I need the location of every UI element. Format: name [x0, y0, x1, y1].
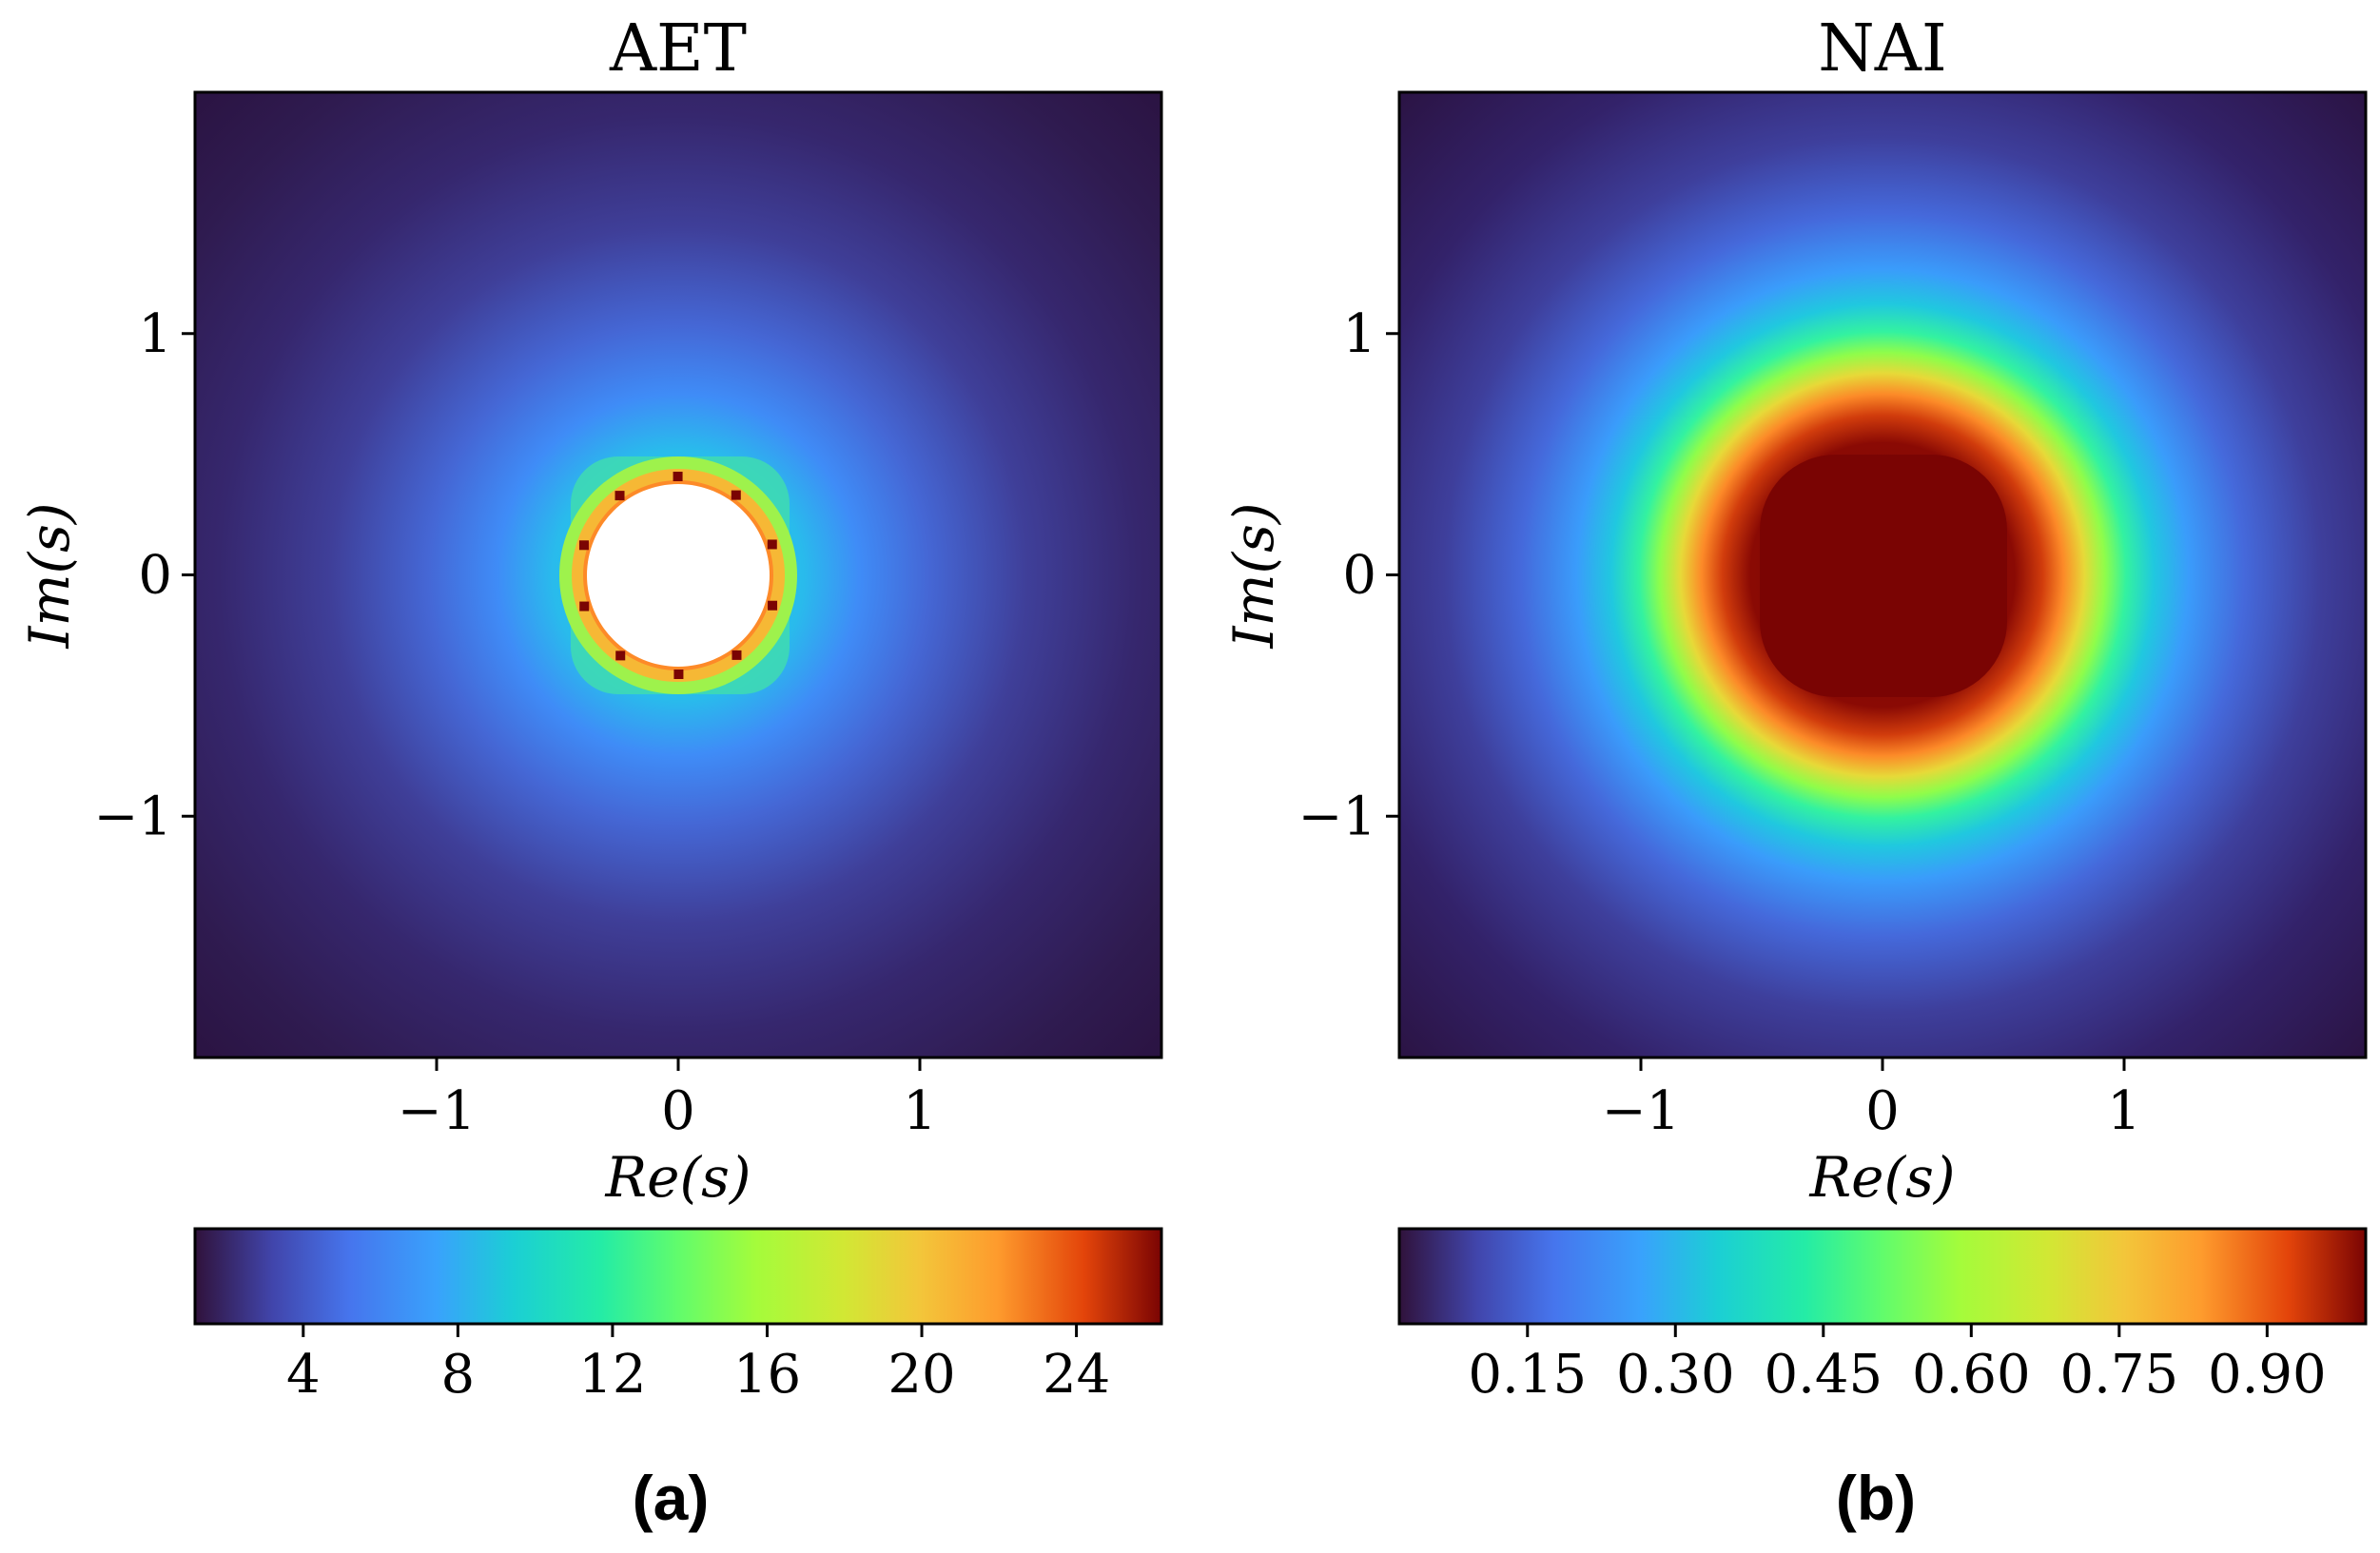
- x-tick-label-aet: 0: [661, 1080, 695, 1142]
- aet-center-hole: [587, 484, 770, 667]
- colorbar-tick-label-nai: 0.90: [2208, 1344, 2327, 1406]
- colorbar-tick-label-nai: 0.30: [1616, 1344, 1735, 1406]
- chart-title-aet: AET: [609, 11, 747, 87]
- colorbar-tick-label-aet: 20: [888, 1344, 955, 1406]
- y-axis-label-aet: Im(s): [17, 503, 82, 650]
- aet-ring-speckle: [579, 601, 590, 611]
- colorbar-nai-gradient: [1399, 1229, 2366, 1324]
- colorbar-nai: 0.15 0.30 0.45 0.60 0.75 0.90: [1397, 1227, 2368, 1406]
- aet-ring-speckle: [578, 540, 589, 551]
- colorbar-tick-label-nai: 0.15: [1468, 1344, 1587, 1406]
- aet-ring-speckle: [732, 650, 742, 660]
- chart-title-nai: NAI: [1818, 11, 1946, 87]
- colorbar-tick-label-aet: 24: [1043, 1344, 1110, 1406]
- axis-ticks-aet: −1 0 1 1 0 −1: [93, 303, 936, 1142]
- aet-ring: [559, 456, 797, 694]
- heatmap-nai: [1397, 90, 2368, 1059]
- aet-ring-speckle: [615, 491, 625, 501]
- heatmap-aet: [193, 90, 1163, 1059]
- y-tick-label-aet: −1: [93, 786, 172, 847]
- aet-ring-speckle: [673, 669, 684, 679]
- x-tick-label-nai: 0: [1865, 1080, 1900, 1142]
- colorbar-tick-label-aet: 8: [441, 1344, 476, 1406]
- panel-label-a: (a): [633, 1463, 710, 1533]
- x-tick-label-nai: −1: [1602, 1080, 1681, 1142]
- x-tick-label-nai: 1: [2107, 1080, 2141, 1142]
- y-tick-label-nai: 1: [1342, 303, 1376, 365]
- colorbar-ticks-nai: 0.15 0.30 0.45 0.60 0.75 0.90: [1468, 1324, 2327, 1406]
- colorbar-tick-label-aet: 12: [578, 1344, 646, 1406]
- aet-ring-speckle: [673, 472, 683, 482]
- y-tick-label-nai: 0: [1342, 545, 1376, 607]
- x-axis-label-nai: Re(s): [1808, 1145, 1955, 1210]
- aet-ring-speckle: [615, 650, 626, 661]
- x-axis-label-aet: Re(s): [604, 1145, 751, 1210]
- aet-ring-speckle: [767, 539, 777, 550]
- nai-core: [1760, 455, 2007, 697]
- aet-ring-speckle: [768, 600, 778, 611]
- y-axis-label-nai: Im(s): [1221, 503, 1286, 650]
- colorbar-tick-label-nai: 0.75: [2059, 1344, 2178, 1406]
- panel-label-b: (b): [1836, 1463, 1916, 1533]
- x-tick-label-aet: 1: [903, 1080, 937, 1142]
- colorbar-aet: 4 8 12 16 20 24: [193, 1227, 1163, 1406]
- x-tick-label-aet: −1: [398, 1080, 477, 1142]
- axis-ticks-nai: −1 0 1 1 0 −1: [1297, 303, 2140, 1142]
- colorbar-tick-label-aet: 16: [733, 1344, 801, 1406]
- y-tick-label-aet: 0: [138, 545, 172, 607]
- colorbar-tick-label-nai: 0.60: [1912, 1344, 2031, 1406]
- colorbar-tick-label-nai: 0.45: [1764, 1344, 1883, 1406]
- colorbar-ticks-aet: 4 8 12 16 20 24: [286, 1324, 1110, 1406]
- colorbar-tick-label-aet: 4: [286, 1344, 321, 1406]
- colorbar-aet-gradient: [195, 1229, 1161, 1324]
- aet-ring-speckle: [731, 490, 741, 500]
- y-tick-label-nai: −1: [1297, 786, 1376, 847]
- y-tick-label-aet: 1: [138, 303, 172, 365]
